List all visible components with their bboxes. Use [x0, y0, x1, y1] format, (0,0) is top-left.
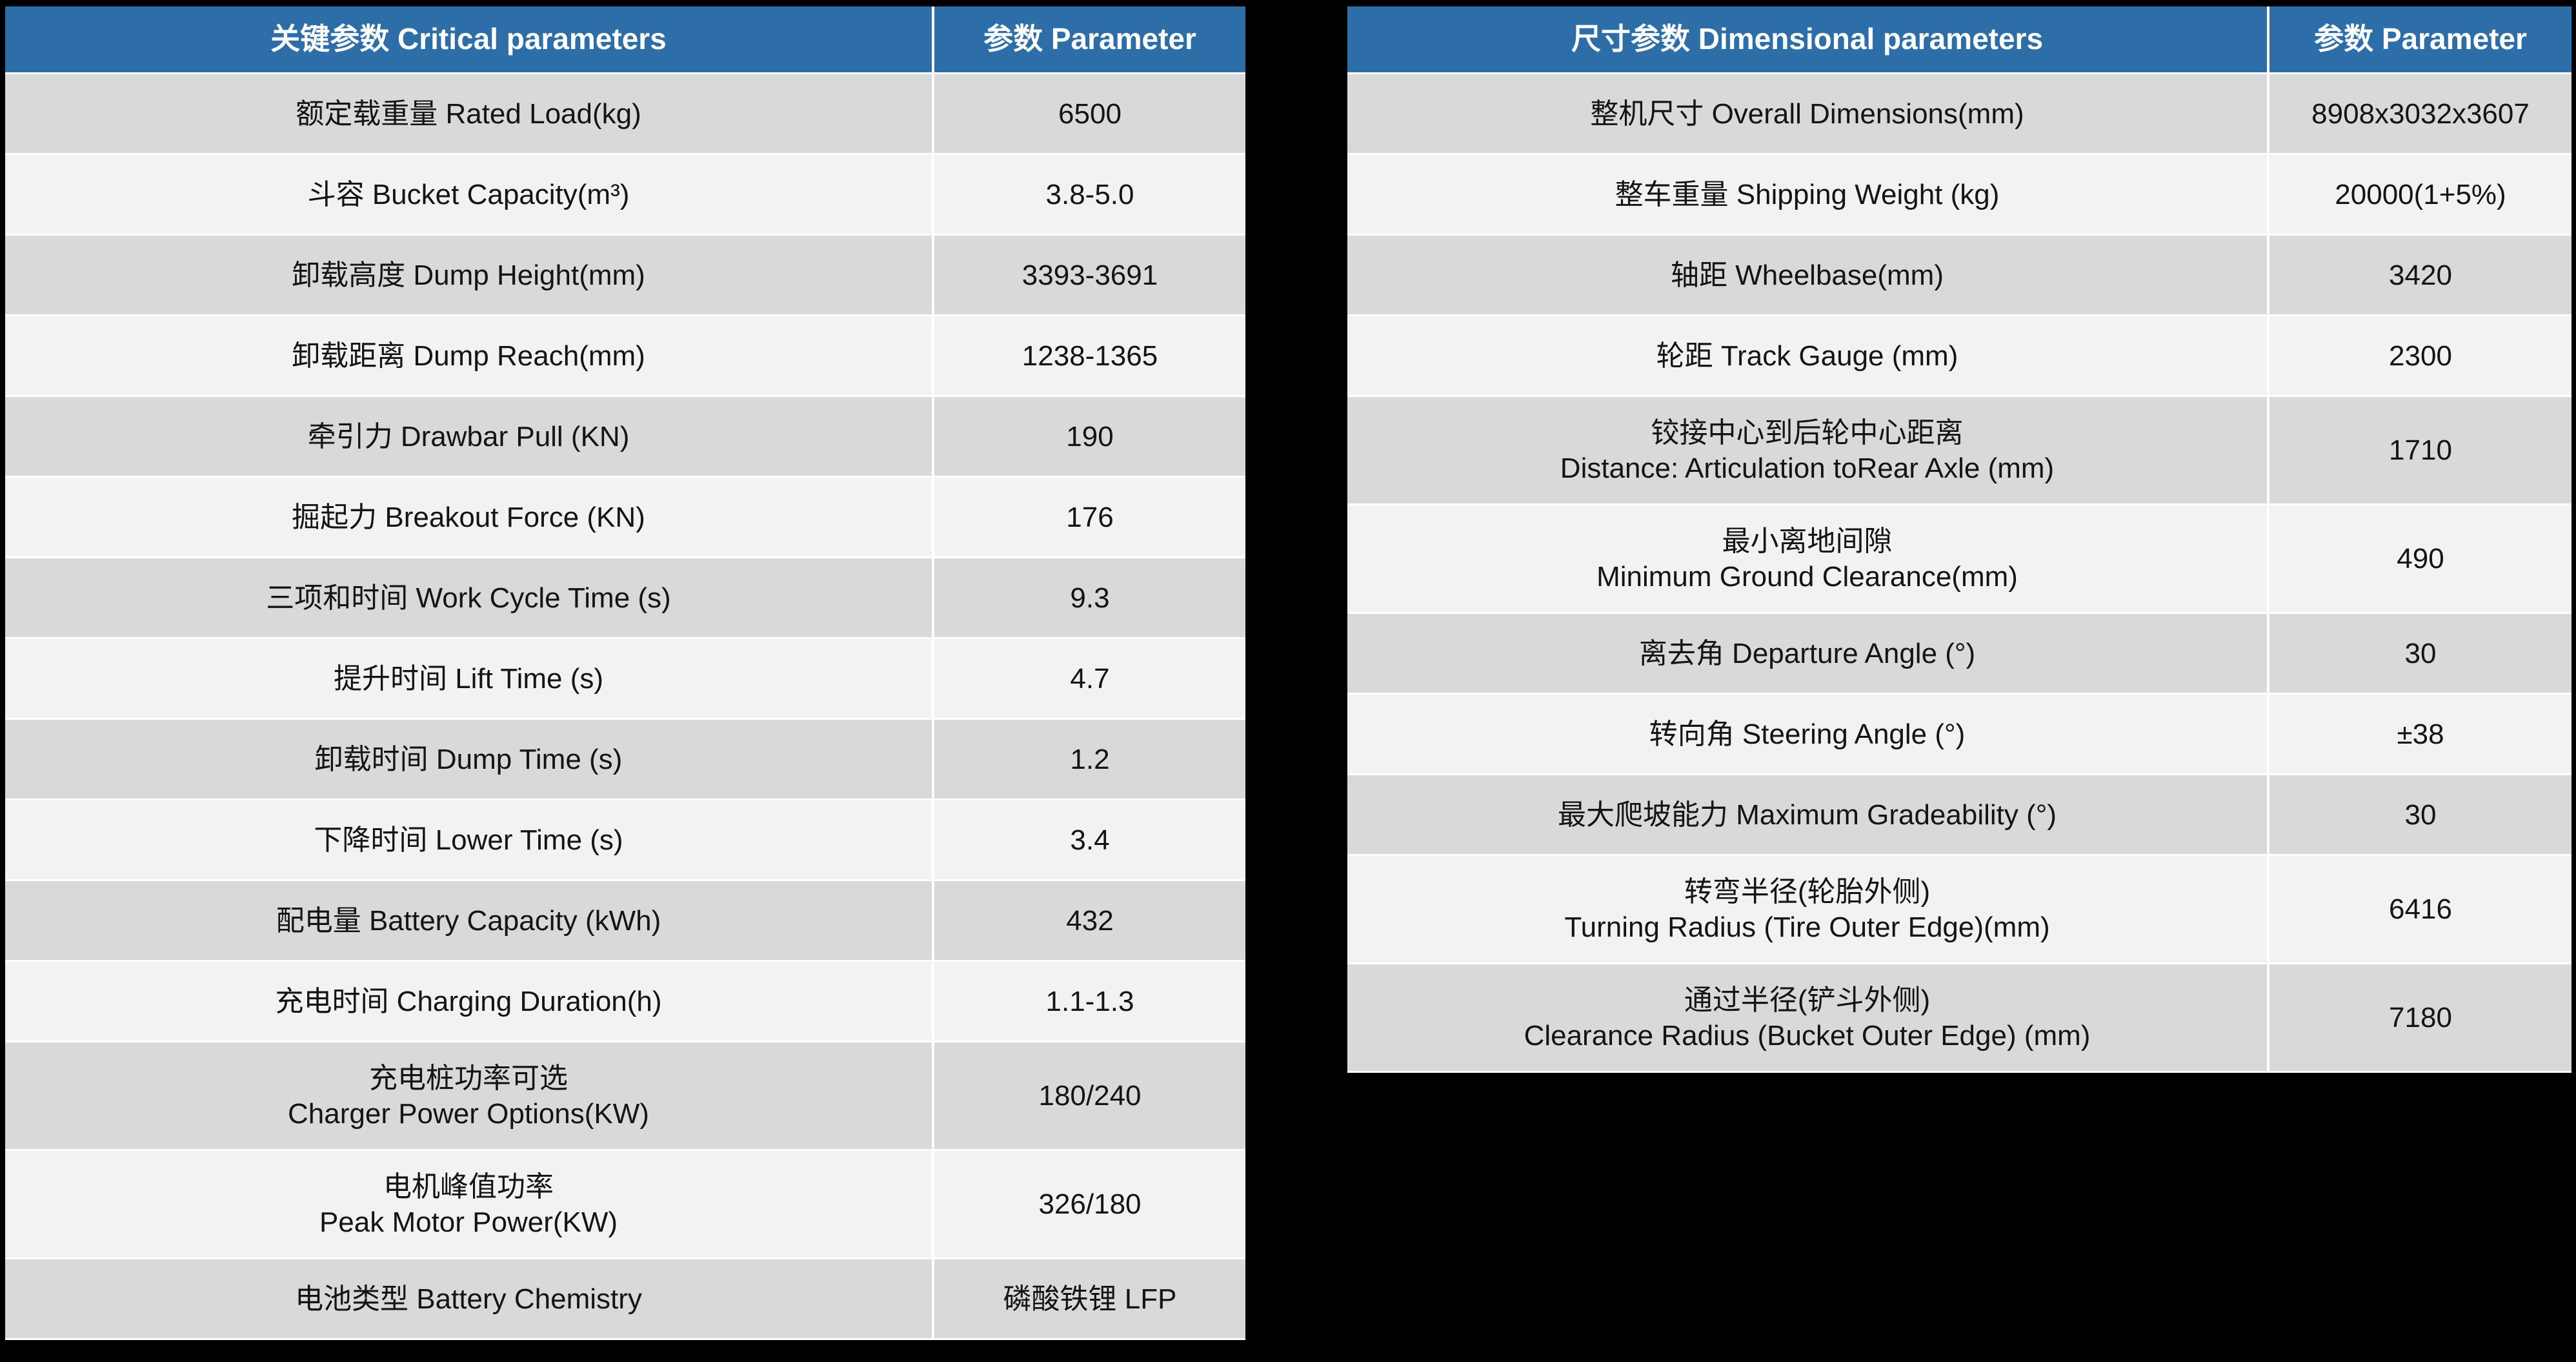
table-row: 充电时间 Charging Duration(h) 1.1-1.3	[5, 962, 1245, 1042]
param-cell: 掘起力 Breakout Force (KN)	[5, 478, 932, 556]
value-cell: 190	[932, 397, 1245, 476]
table-header-row: 关键参数 Critical parameters 参数 Parameter	[5, 6, 1245, 74]
table-row: 轮距 Track Gauge (mm) 2300	[1347, 316, 2571, 397]
table-row: 卸载高度 Dump Height(mm) 3393-3691	[5, 236, 1245, 316]
table-row: 整机尺寸 Overall Dimensions(mm) 8908x3032x36…	[1347, 74, 2571, 155]
value-cell: 1710	[2267, 397, 2571, 503]
dimensional-parameters-header: 尺寸参数 Dimensional parameters	[1347, 6, 2267, 72]
param-cell: 转向角 Steering Angle (°)	[1347, 695, 2267, 773]
table-row: 转弯半径(轮胎外侧) Turning Radius (Tire Outer Ed…	[1347, 856, 2571, 964]
table-row: 掘起力 Breakout Force (KN) 176	[5, 478, 1245, 558]
value-cell: 176	[932, 478, 1245, 556]
value-cell: 磷酸铁锂 LFP	[932, 1259, 1245, 1338]
table-row: 最小离地间隙 Minimum Ground Clearance(mm) 490	[1347, 505, 2571, 614]
table-row: 通过半径(铲斗外侧) Clearance Radius (Bucket Oute…	[1347, 964, 2571, 1073]
value-cell: 432	[932, 881, 1245, 960]
critical-parameters-header: 关键参数 Critical parameters	[5, 6, 932, 72]
param-cell: 下降时间 Lower Time (s)	[5, 800, 932, 879]
param-cell: 通过半径(铲斗外侧) Clearance Radius (Bucket Oute…	[1347, 964, 2267, 1071]
value-cell: 8908x3032x3607	[2267, 74, 2571, 153]
param-cell: 转弯半径(轮胎外侧) Turning Radius (Tire Outer Ed…	[1347, 856, 2267, 962]
table-row: 提升时间 Lift Time (s) 4.7	[5, 639, 1245, 720]
param-cell: 斗容 Bucket Capacity(m³)	[5, 155, 932, 234]
table-row: 离去角 Departure Angle (°) 30	[1347, 614, 2571, 695]
value-cell: 9.3	[932, 558, 1245, 637]
value-cell: 20000(1+5%)	[2267, 155, 2571, 234]
param-cell: 电池类型 Battery Chemistry	[5, 1259, 932, 1338]
table-row: 卸载时间 Dump Time (s) 1.2	[5, 720, 1245, 800]
param-cell: 卸载高度 Dump Height(mm)	[5, 236, 932, 314]
value-cell: 3.4	[932, 800, 1245, 879]
value-cell: 1.1-1.3	[932, 962, 1245, 1041]
value-cell: 30	[2267, 775, 2571, 854]
value-cell: 1238-1365	[932, 316, 1245, 395]
table-row: 卸载距离 Dump Reach(mm) 1238-1365	[5, 316, 1245, 397]
param-cell: 最大爬坡能力 Maximum Gradeability (°)	[1347, 775, 2267, 854]
param-cell: 最小离地间隙 Minimum Ground Clearance(mm)	[1347, 505, 2267, 612]
param-cell: 铰接中心到后轮中心距离 Distance: Articulation toRea…	[1347, 397, 2267, 503]
value-cell: 4.7	[932, 639, 1245, 718]
parameter-column-header: 参数 Parameter	[932, 6, 1245, 72]
table-row: 下降时间 Lower Time (s) 3.4	[5, 800, 1245, 881]
param-cell: 充电桩功率可选 Charger Power Options(KW)	[5, 1042, 932, 1149]
param-cell: 整机尺寸 Overall Dimensions(mm)	[1347, 74, 2267, 153]
param-cell: 卸载时间 Dump Time (s)	[5, 720, 932, 798]
param-cell: 轮距 Track Gauge (mm)	[1347, 316, 2267, 395]
table-row: 电机峰值功率 Peak Motor Power(KW) 326/180	[5, 1151, 1245, 1259]
table-row: 额定载重量 Rated Load(kg) 6500	[5, 74, 1245, 155]
value-cell: 3.8-5.0	[932, 155, 1245, 234]
param-cell: 轴距 Wheelbase(mm)	[1347, 236, 2267, 314]
param-cell: 卸载距离 Dump Reach(mm)	[5, 316, 932, 395]
param-cell: 电机峰值功率 Peak Motor Power(KW)	[5, 1151, 932, 1257]
table-row: 配电量 Battery Capacity (kWh) 432	[5, 881, 1245, 962]
param-cell: 充电时间 Charging Duration(h)	[5, 962, 932, 1041]
value-cell: 2300	[2267, 316, 2571, 395]
critical-parameters-table: 关键参数 Critical parameters 参数 Parameter 额定…	[5, 6, 1245, 1340]
parameter-column-header: 参数 Parameter	[2267, 6, 2571, 72]
table-row: 充电桩功率可选 Charger Power Options(KW) 180/24…	[5, 1042, 1245, 1151]
param-cell: 提升时间 Lift Time (s)	[5, 639, 932, 718]
dimensional-parameters-table: 尺寸参数 Dimensional parameters 参数 Parameter…	[1347, 6, 2571, 1073]
value-cell: 490	[2267, 505, 2571, 612]
table-row: 铰接中心到后轮中心距离 Distance: Articulation toRea…	[1347, 397, 2571, 505]
value-cell: 326/180	[932, 1151, 1245, 1257]
table-row: 三项和时间 Work Cycle Time (s) 9.3	[5, 558, 1245, 639]
value-cell: ±38	[2267, 695, 2571, 773]
value-cell: 6416	[2267, 856, 2571, 962]
param-cell: 离去角 Departure Angle (°)	[1347, 614, 2267, 693]
table-row: 牵引力 Drawbar Pull (KN) 190	[5, 397, 1245, 478]
value-cell: 180/240	[932, 1042, 1245, 1149]
value-cell: 3420	[2267, 236, 2571, 314]
value-cell: 1.2	[932, 720, 1245, 798]
param-cell: 三项和时间 Work Cycle Time (s)	[5, 558, 932, 637]
value-cell: 3393-3691	[932, 236, 1245, 314]
param-cell: 配电量 Battery Capacity (kWh)	[5, 881, 932, 960]
param-cell: 牵引力 Drawbar Pull (KN)	[5, 397, 932, 476]
table-row: 整车重量 Shipping Weight (kg) 20000(1+5%)	[1347, 155, 2571, 236]
value-cell: 7180	[2267, 964, 2571, 1071]
table-header-row: 尺寸参数 Dimensional parameters 参数 Parameter	[1347, 6, 2571, 74]
table-row: 轴距 Wheelbase(mm) 3420	[1347, 236, 2571, 316]
table-row: 最大爬坡能力 Maximum Gradeability (°) 30	[1347, 775, 2571, 856]
table-row: 电池类型 Battery Chemistry 磷酸铁锂 LFP	[5, 1259, 1245, 1340]
value-cell: 6500	[932, 74, 1245, 153]
value-cell: 30	[2267, 614, 2571, 693]
param-cell: 额定载重量 Rated Load(kg)	[5, 74, 932, 153]
table-row: 斗容 Bucket Capacity(m³) 3.8-5.0	[5, 155, 1245, 236]
table-row: 转向角 Steering Angle (°) ±38	[1347, 695, 2571, 775]
param-cell: 整车重量 Shipping Weight (kg)	[1347, 155, 2267, 234]
